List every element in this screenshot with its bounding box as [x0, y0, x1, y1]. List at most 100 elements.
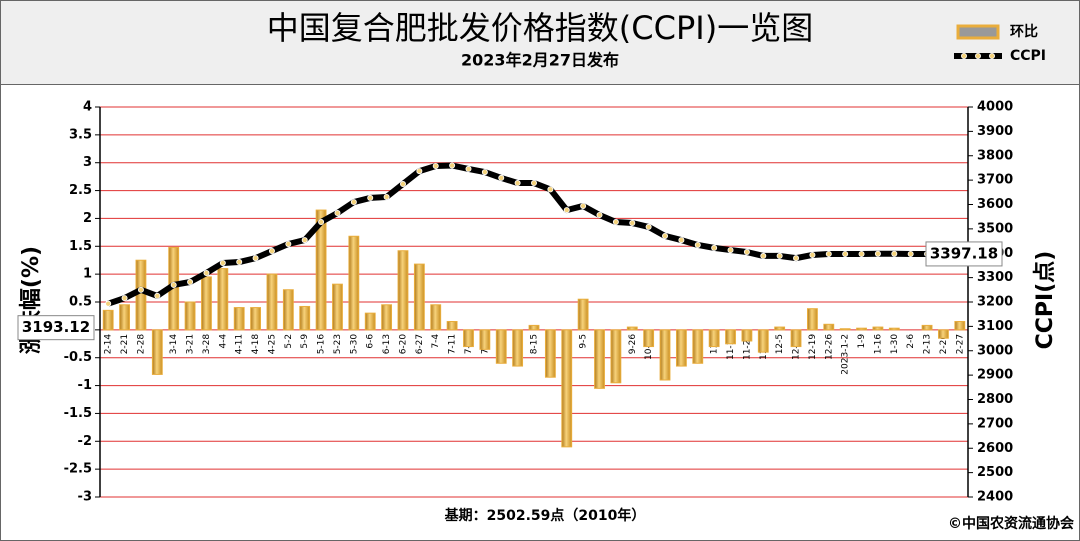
x-tick-label: 2-6	[906, 334, 916, 349]
ccpi-marker	[252, 255, 259, 262]
y2-tick-label: 2400	[977, 490, 1013, 505]
ccpi-marker	[563, 207, 570, 214]
x-tick-label: 3-28	[202, 334, 212, 355]
bar	[381, 304, 393, 331]
bar	[151, 329, 163, 375]
bar	[233, 307, 245, 331]
x-tick-label: 2-14	[104, 334, 114, 355]
bar	[528, 324, 540, 331]
bar	[741, 329, 753, 342]
bar	[479, 329, 491, 350]
y2-tick-label: 3700	[977, 173, 1013, 188]
ccpi-marker	[285, 240, 292, 247]
x-tick-label: 6-6	[366, 334, 376, 349]
ccpi-marker	[187, 279, 194, 286]
ccpi-marker	[318, 219, 325, 226]
legend-label: 环比	[1010, 23, 1038, 40]
ccpi-marker	[350, 199, 357, 206]
y-tick-label: -1	[78, 378, 92, 393]
x-tick-label: 5-9	[300, 334, 310, 349]
y2-tick-label: 3200	[977, 295, 1013, 310]
x-tick-label: 11-21	[742, 334, 752, 360]
bar	[201, 276, 212, 331]
x-tick-label: 12-26	[824, 334, 834, 360]
chart-title: 中国复合肥批发价格指数(CCPI)一览图	[267, 9, 813, 47]
x-tick-label: 7-11	[448, 334, 458, 354]
bar	[594, 329, 605, 389]
bar	[643, 329, 655, 348]
x-tick-label: 11-14	[726, 334, 736, 360]
x-tick-label: 12-19	[808, 334, 818, 360]
x-tick-label: 3-21	[186, 334, 196, 354]
y-tick-label: 2.5	[69, 183, 92, 198]
value-label-box	[17, 315, 95, 341]
ccpi-marker	[399, 181, 406, 188]
bar	[495, 329, 507, 364]
x-tick-label: 8-15	[530, 334, 540, 354]
x-tick-label: 5-2	[284, 334, 294, 349]
source-note: ©中国农资流通协会	[948, 515, 1075, 532]
y-tick-label: 1.5	[69, 239, 92, 254]
bar	[708, 329, 720, 348]
chart-subtitle: 2023年2月27日发布	[461, 51, 619, 70]
x-tick-label: 7-4	[431, 334, 441, 349]
bar	[561, 329, 573, 448]
ccpi-marker	[891, 250, 898, 257]
bar	[839, 328, 851, 331]
x-tick-label: 9-5	[579, 334, 589, 349]
y-tick-label: 4	[83, 100, 92, 115]
footer-note: 基期：2502.59点（2010年）	[445, 507, 646, 524]
bar	[888, 327, 900, 331]
x-tick-label: 4-18	[251, 334, 261, 355]
y-tick-label: -0.5	[64, 350, 92, 365]
x-tick-label: 4-11	[235, 334, 245, 354]
ccpi-marker	[367, 194, 374, 201]
ccpi-marker	[432, 162, 439, 169]
ccpi-marker	[301, 237, 308, 244]
ccpi-marker	[678, 237, 685, 244]
ccpi-marker	[580, 202, 587, 209]
bar	[315, 209, 327, 331]
legend-label: CCPI	[1010, 48, 1046, 64]
x-tick-label: 2-20	[939, 334, 949, 355]
y2-tick-label: 2800	[977, 392, 1013, 407]
x-tick-label: 2-21	[120, 334, 130, 354]
bar	[430, 304, 442, 331]
y-tick-label: -2.5	[64, 462, 92, 477]
ccpi-marker	[547, 186, 554, 193]
ccpi-marker	[219, 259, 226, 266]
ccpi-marker	[121, 295, 128, 302]
bar	[250, 307, 261, 331]
ccpi-marker	[711, 244, 718, 251]
x-tick-label: 1-30	[890, 334, 900, 355]
x-tick-label: 5-23	[333, 334, 343, 354]
bar	[119, 304, 130, 331]
x-tick-label: 6-27	[415, 334, 425, 354]
bar	[348, 235, 360, 331]
y2-tick-label: 2600	[977, 441, 1013, 456]
ccpi-marker	[268, 248, 275, 255]
x-tick-label: 4-25	[267, 334, 277, 354]
y2-tick-label: 3900	[977, 124, 1013, 139]
bar	[807, 308, 818, 331]
bar	[675, 329, 687, 367]
bar	[266, 273, 278, 331]
y-tick-label: 0.5	[69, 295, 92, 310]
bar	[790, 329, 802, 348]
y-tick-label: -3	[78, 490, 92, 505]
bar	[332, 283, 343, 331]
y2-tick-label: 3300	[977, 270, 1013, 285]
legend-marker	[975, 53, 982, 60]
bar	[938, 329, 949, 339]
bar	[774, 326, 786, 331]
value-label-box	[925, 241, 1003, 267]
ccpi-marker	[481, 169, 488, 176]
y2-tick-label: 3600	[977, 197, 1013, 212]
bar	[544, 329, 556, 378]
ccpi-marker	[416, 168, 423, 175]
y2-tick-label: 3100	[977, 319, 1013, 334]
y-tick-label: -1.5	[64, 406, 92, 421]
